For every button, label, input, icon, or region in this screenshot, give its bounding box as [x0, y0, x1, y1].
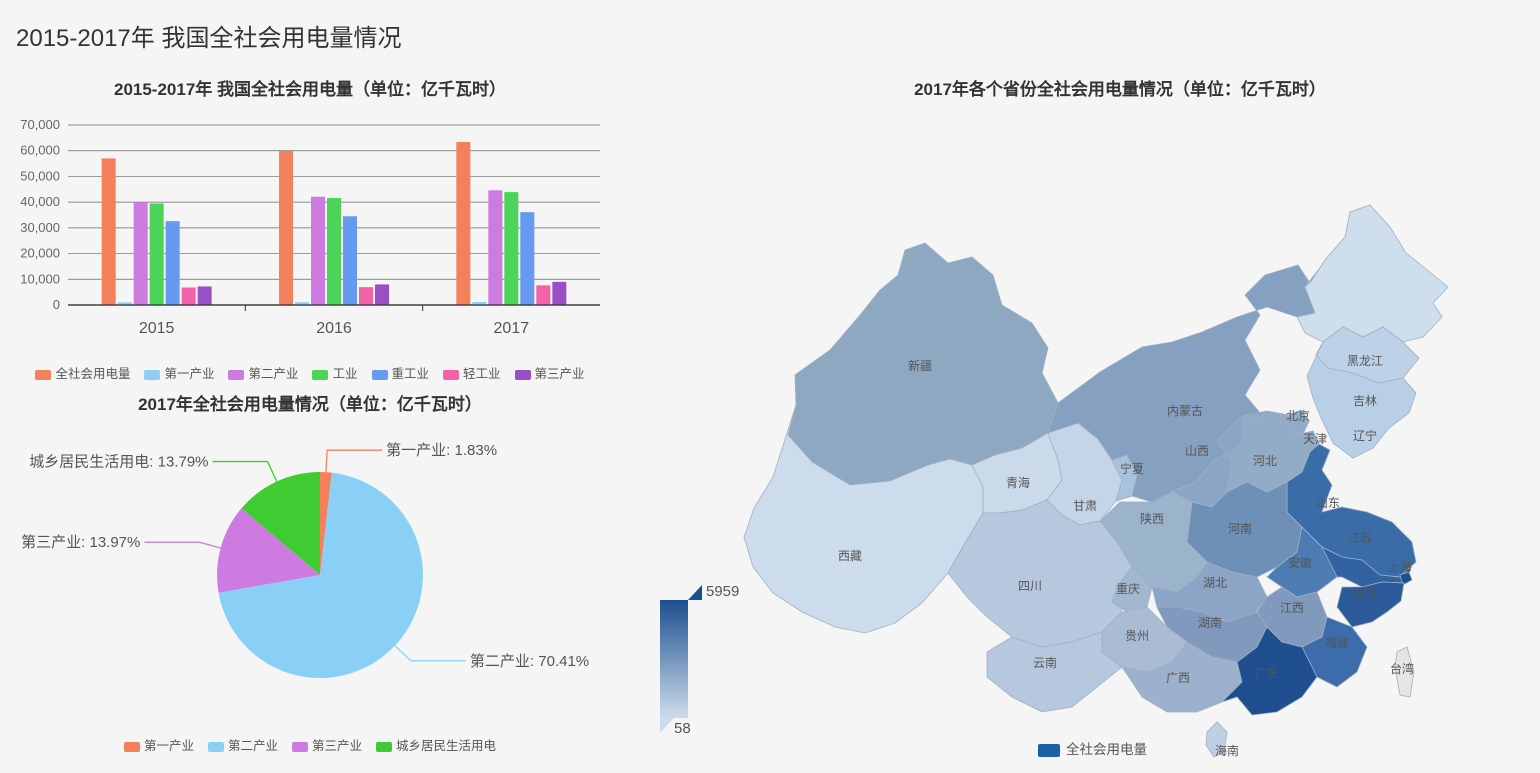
svg-text:40,000: 40,000 [20, 194, 60, 209]
svg-text:50,000: 50,000 [20, 168, 60, 183]
svg-text:30,000: 30,000 [20, 220, 60, 235]
svg-text:第二产业: 70.41%: 第二产业: 70.41% [470, 652, 589, 670]
svg-text:0: 0 [53, 297, 60, 312]
svg-text:2016: 2016 [316, 320, 352, 337]
svg-text:2017: 2017 [494, 320, 530, 337]
svg-text:城乡居民生活用电: 13.79%: 城乡居民生活用电: 13.79% [29, 454, 208, 471]
svg-text:70,000: 70,000 [20, 117, 60, 132]
svg-text:第一产业: 1.83%: 第一产业: 1.83% [386, 441, 497, 459]
svg-text:第三产业: 13.97%: 第三产业: 13.97% [21, 533, 140, 551]
svg-text:60,000: 60,000 [20, 143, 60, 158]
svg-text:20,000: 20,000 [20, 246, 60, 261]
svg-text:10,000: 10,000 [20, 271, 60, 286]
svg-text:2015: 2015 [139, 320, 175, 337]
